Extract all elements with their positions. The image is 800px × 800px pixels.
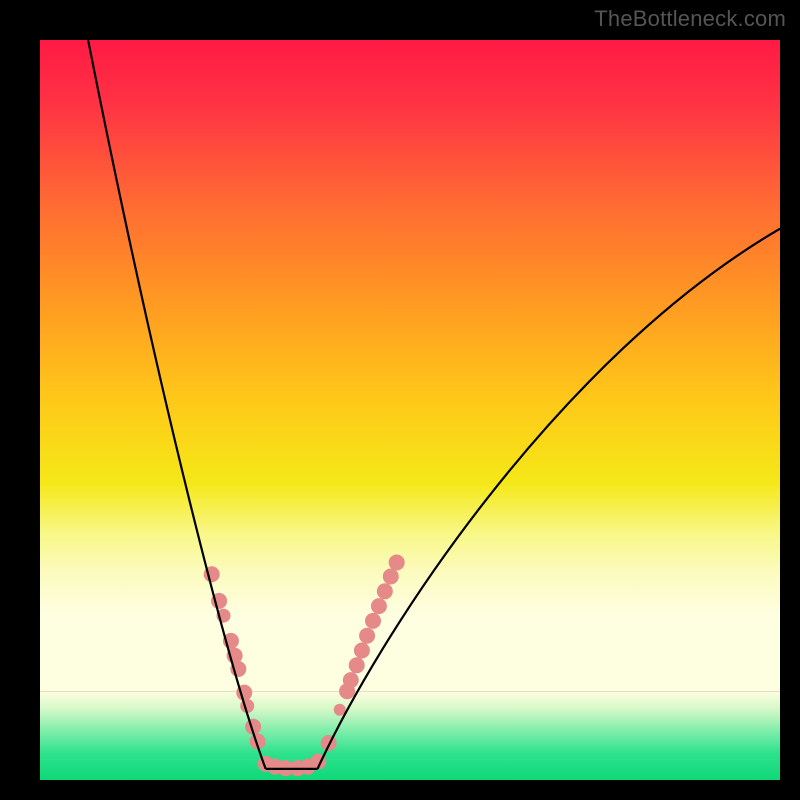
dot — [343, 672, 359, 688]
curves-layer — [40, 40, 780, 780]
dot — [354, 643, 370, 659]
dot — [371, 598, 387, 614]
curve-right — [318, 229, 781, 769]
dot — [359, 628, 375, 644]
dot — [377, 583, 393, 599]
dot — [383, 569, 399, 585]
attribution-text: TheBottleneck.com — [594, 6, 786, 32]
dot — [389, 554, 405, 570]
viewport: TheBottleneck.com — [0, 0, 800, 800]
plot-area — [40, 40, 780, 780]
dot — [365, 613, 381, 629]
dot — [321, 735, 337, 751]
dot — [349, 657, 365, 673]
